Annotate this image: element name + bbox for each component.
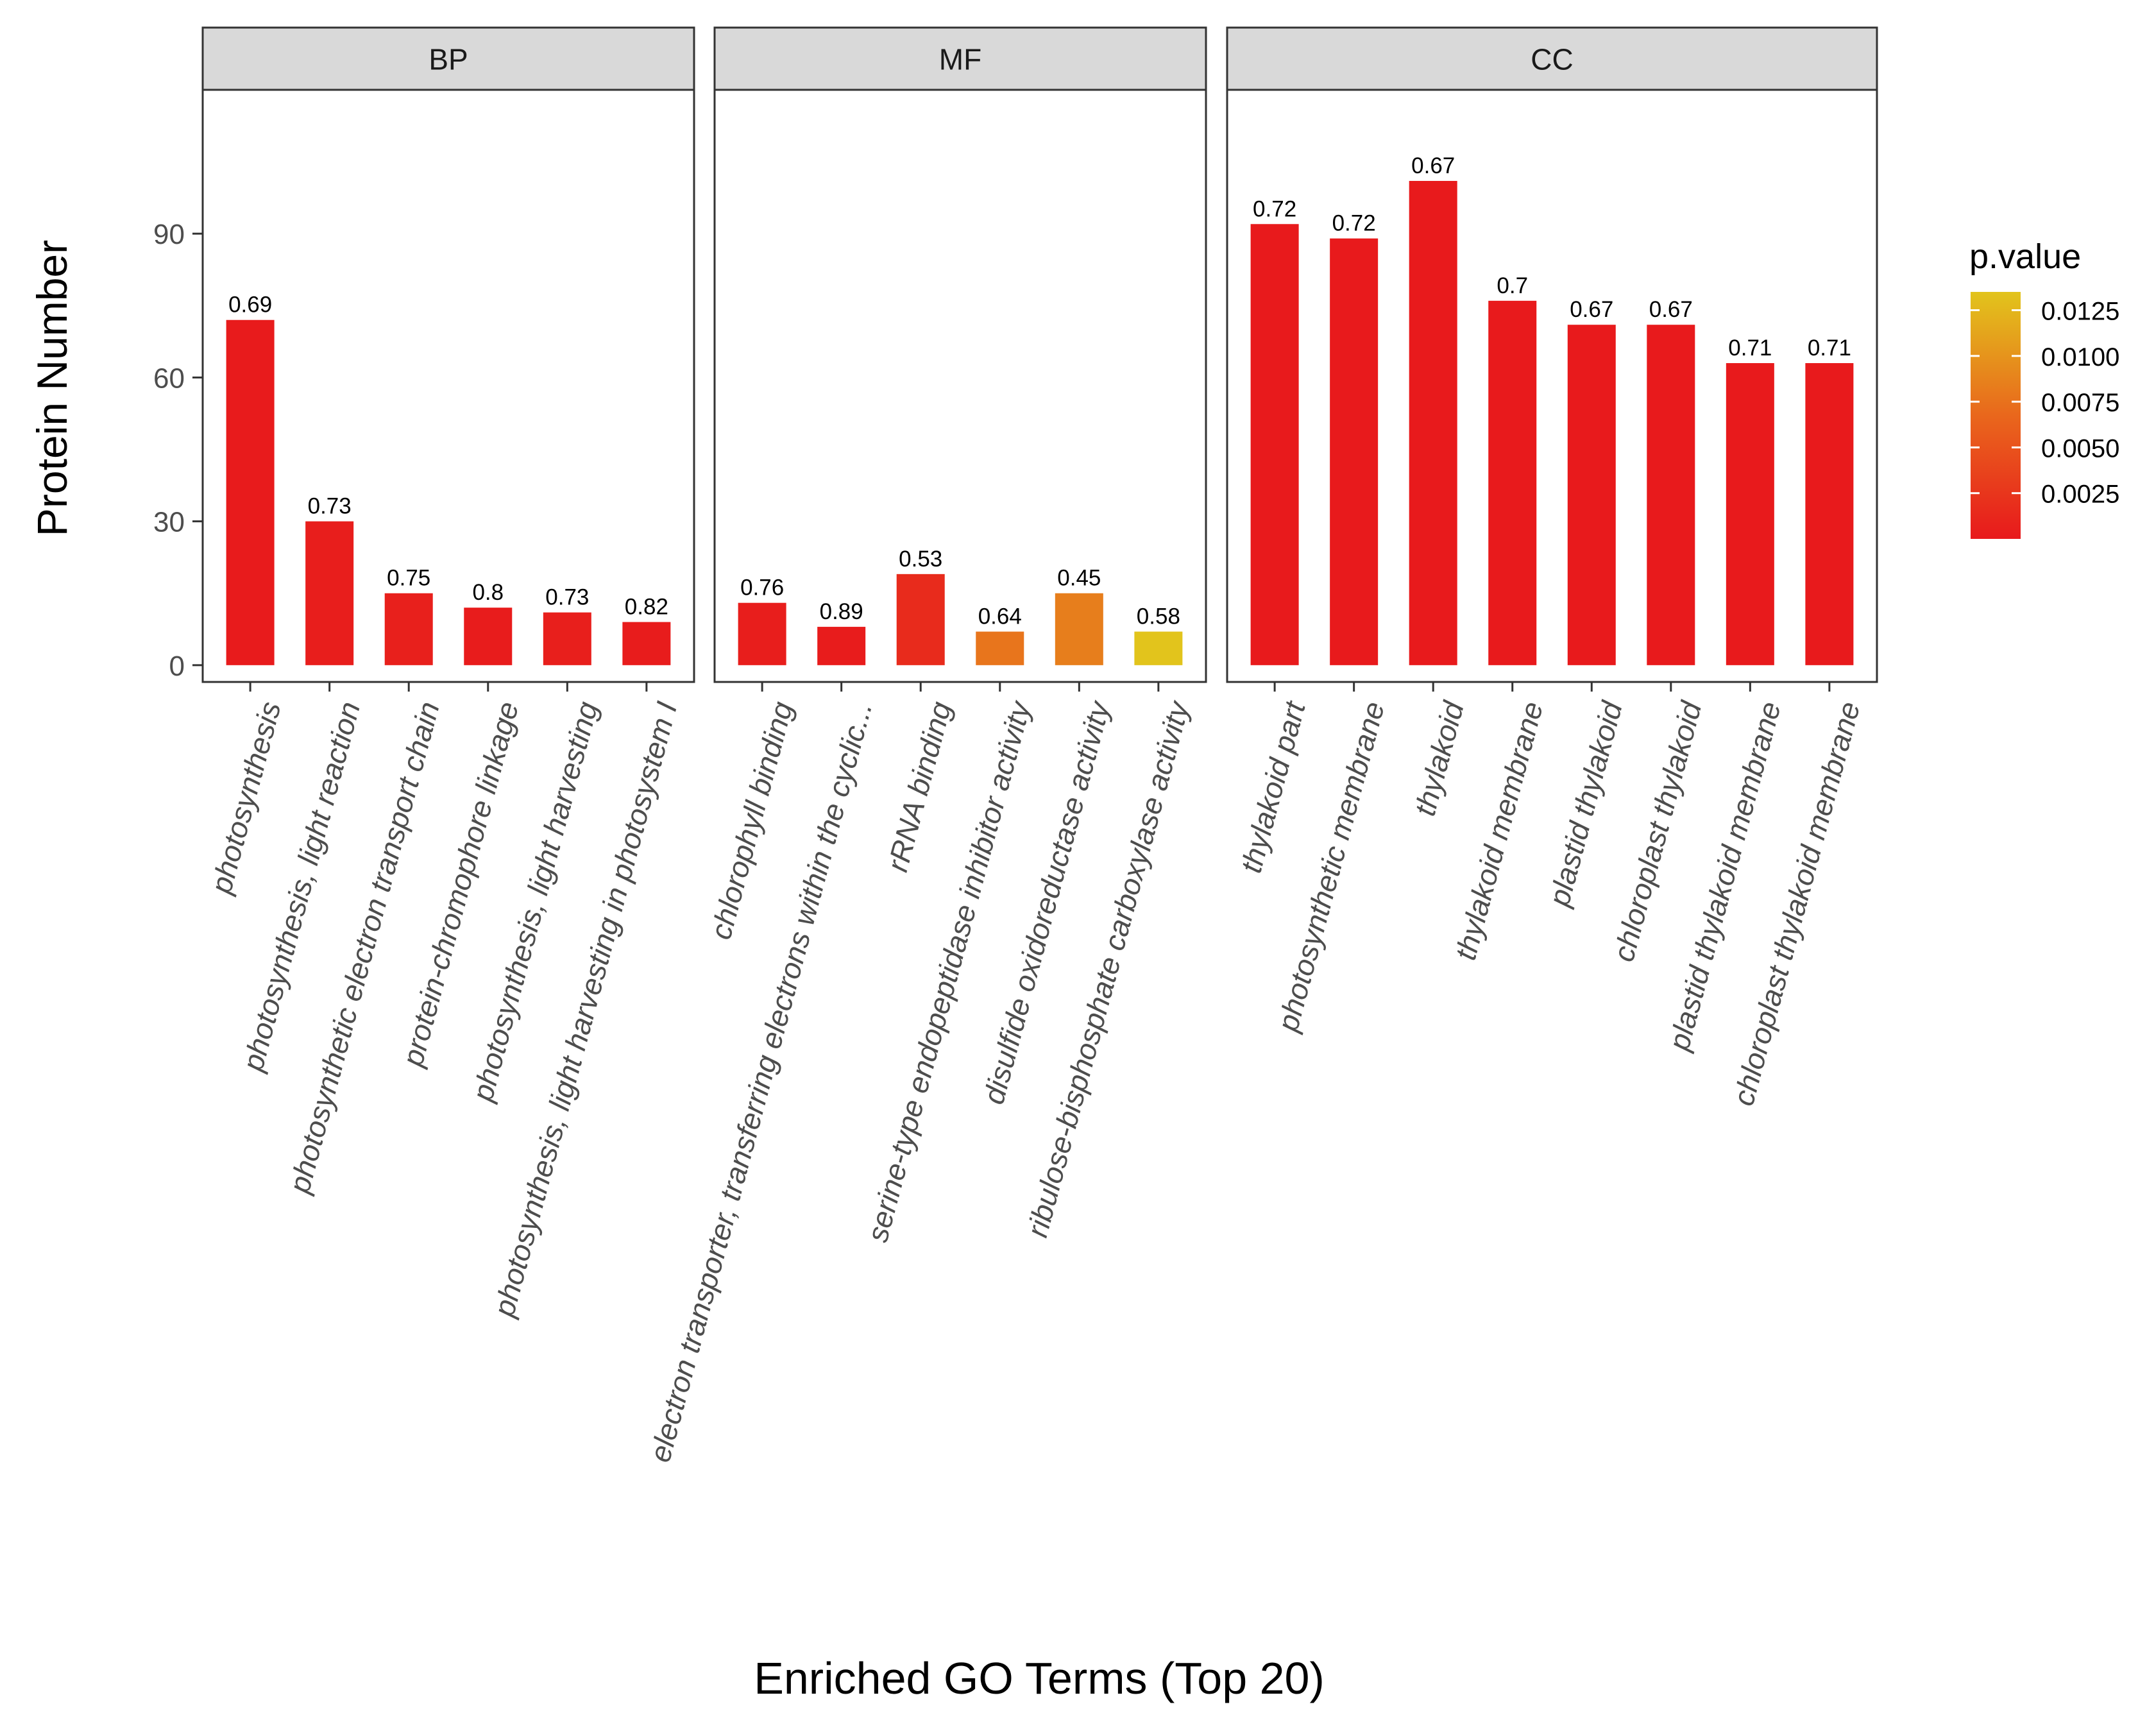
bar-bp-photosynthesis-light-reaction [305, 521, 354, 665]
panel-border-bp [201, 89, 695, 683]
bar-cc-photosynthetic-membrane [1330, 238, 1379, 665]
bar-bp-photosynthesis-light-harvesting-in-photosystem-i [622, 622, 671, 665]
y-tick-label-0: 0 [169, 651, 185, 682]
bar-mf-electron-transporter-transferring-electrons-within-the-cyclic [817, 627, 866, 665]
pvalue-legend: p.value 0.0125 0.0100 0.0075 0.0050 0.0025 [1969, 237, 2119, 539]
x-tick-label-bp-photosynthesis: photosynthesis [204, 698, 287, 898]
bar-label-bp-photosynthesis-light-harvesting-in-photosystem-i: 0.82 [625, 595, 668, 620]
bar-label-cc-thylakoid: 0.67 [1411, 153, 1455, 178]
bar-label-bp-photosynthesis-light-harvesting: 0.73 [545, 585, 589, 610]
x-tick-label-mf-chlorophyll-binding: chlorophyll binding [704, 698, 799, 943]
legend-tick-label-4: 0.0025 [2041, 481, 2119, 509]
bar-cc-chloroplast-thylakoid [1647, 325, 1695, 665]
bar-mf-serine-type-endopeptidase-inhibitor-activity [976, 631, 1024, 665]
x-tick-label-bp-photosynthetic-electron-transport-chain: photosynthetic electron transport chain [282, 698, 446, 1198]
bar-bp-photosynthesis-light-harvesting [543, 612, 591, 665]
bar-label-cc-thylakoid-part: 0.72 [1253, 196, 1296, 221]
y-tick-label-90: 90 [153, 219, 185, 250]
strip-label-bp: BP [429, 43, 468, 76]
bar-mf-disulfide-oxidoreductase-activity [1055, 593, 1103, 665]
bar-mf-ribulose-bisphosphate-carboxylase-activity [1134, 631, 1183, 665]
bar-cc-thylakoid [1409, 181, 1457, 665]
y-axis-title: Protein Number [28, 240, 76, 536]
bar-label-bp-photosynthesis: 0.69 [228, 293, 272, 318]
bar-cc-plastid-thylakoid-membrane [1726, 363, 1774, 665]
bar-label-mf-disulfide-oxidoreductase-activity: 0.45 [1057, 566, 1101, 591]
bar-label-cc-photosynthetic-membrane: 0.72 [1332, 211, 1376, 236]
y-tick-label-30: 30 [153, 507, 185, 538]
bar-bp-protein-chromophore-linkage [464, 608, 513, 665]
bar-mf-rrna-binding [896, 574, 945, 665]
panel-bp: BP0.69photosynthesis0.73photosynthesis, … [201, 26, 695, 1321]
bar-label-mf-electron-transporter-transferring-electrons-within-the-cyclic: 0.89 [820, 599, 863, 624]
panel-border-cc [1226, 89, 1878, 683]
strip-label-cc: CC [1531, 43, 1573, 76]
x-axis-title: Enriched GO Terms (Top 20) [754, 1653, 1325, 1703]
y-tick-label-60: 60 [153, 362, 185, 394]
bar-label-mf-serine-type-endopeptidase-inhibitor-activity: 0.64 [978, 604, 1022, 629]
x-tick-label-cc-plastid-thylakoid: plastid thylakoid [1541, 697, 1629, 911]
bar-bp-photosynthesis [226, 319, 275, 665]
bar-label-bp-protein-chromophore-linkage: 0.8 [472, 580, 504, 605]
bar-cc-chloroplast-thylakoid-membrane [1805, 363, 1854, 665]
x-tick-label-cc-thylakoid: thylakoid [1408, 697, 1471, 819]
bar-label-cc-chloroplast-thylakoid: 0.67 [1649, 297, 1693, 322]
bar-label-cc-plastid-thylakoid-membrane: 0.71 [1728, 336, 1772, 361]
facet-panels: BP0.69photosynthesis0.73photosynthesis, … [201, 26, 1878, 1466]
x-tick-label-cc-thylakoid-part: thylakoid part [1234, 697, 1312, 876]
legend-tick-label-0: 0.0125 [2041, 298, 2119, 326]
legend-tick-label-2: 0.0075 [2041, 389, 2119, 417]
strip-mf [713, 26, 1207, 91]
bar-label-mf-rrna-binding: 0.53 [899, 547, 942, 572]
legend-colorbar [1971, 292, 2021, 539]
bar-label-mf-chlorophyll-binding: 0.76 [740, 575, 784, 600]
x-tick-label-mf-rrna-binding: rRNA binding [880, 698, 958, 875]
bar-label-mf-ribulose-bisphosphate-carboxylase-activity: 0.58 [1137, 604, 1180, 629]
bar-cc-thylakoid-part [1250, 224, 1299, 665]
bar-label-bp-photosynthetic-electron-transport-chain: 0.75 [387, 566, 430, 591]
x-tick-label-cc-thylakoid-membrane: thylakoid membrane [1448, 698, 1549, 964]
legend-tick-label-3: 0.0050 [2041, 434, 2119, 463]
bar-label-cc-plastid-thylakoid: 0.67 [1570, 297, 1613, 322]
legend-title: p.value [1969, 237, 2081, 276]
strip-label-mf: MF [939, 43, 981, 76]
legend-tick-label-1: 0.0100 [2041, 343, 2119, 371]
y-axis: 0 30 60 90 [153, 219, 203, 682]
bar-cc-plastid-thylakoid [1567, 325, 1616, 665]
x-tick-label-cc-chloroplast-thylakoid: chloroplast thylakoid [1606, 697, 1708, 965]
bar-cc-thylakoid-membrane [1488, 300, 1537, 665]
bar-bp-photosynthetic-electron-transport-chain [384, 593, 433, 665]
bar-label-cc-thylakoid-membrane: 0.7 [1497, 273, 1528, 298]
panel-border-mf [713, 89, 1207, 683]
strip-bp [201, 26, 695, 91]
x-tick-label-mf-ribulose-bisphosphate-carboxylase-activity: ribulose-bisphosphate carboxylase activi… [1020, 696, 1196, 1241]
bar-label-bp-photosynthesis-light-reaction: 0.73 [308, 494, 352, 519]
bar-label-cc-chloroplast-thylakoid-membrane: 0.71 [1808, 336, 1851, 361]
bar-mf-chlorophyll-binding [738, 602, 786, 665]
